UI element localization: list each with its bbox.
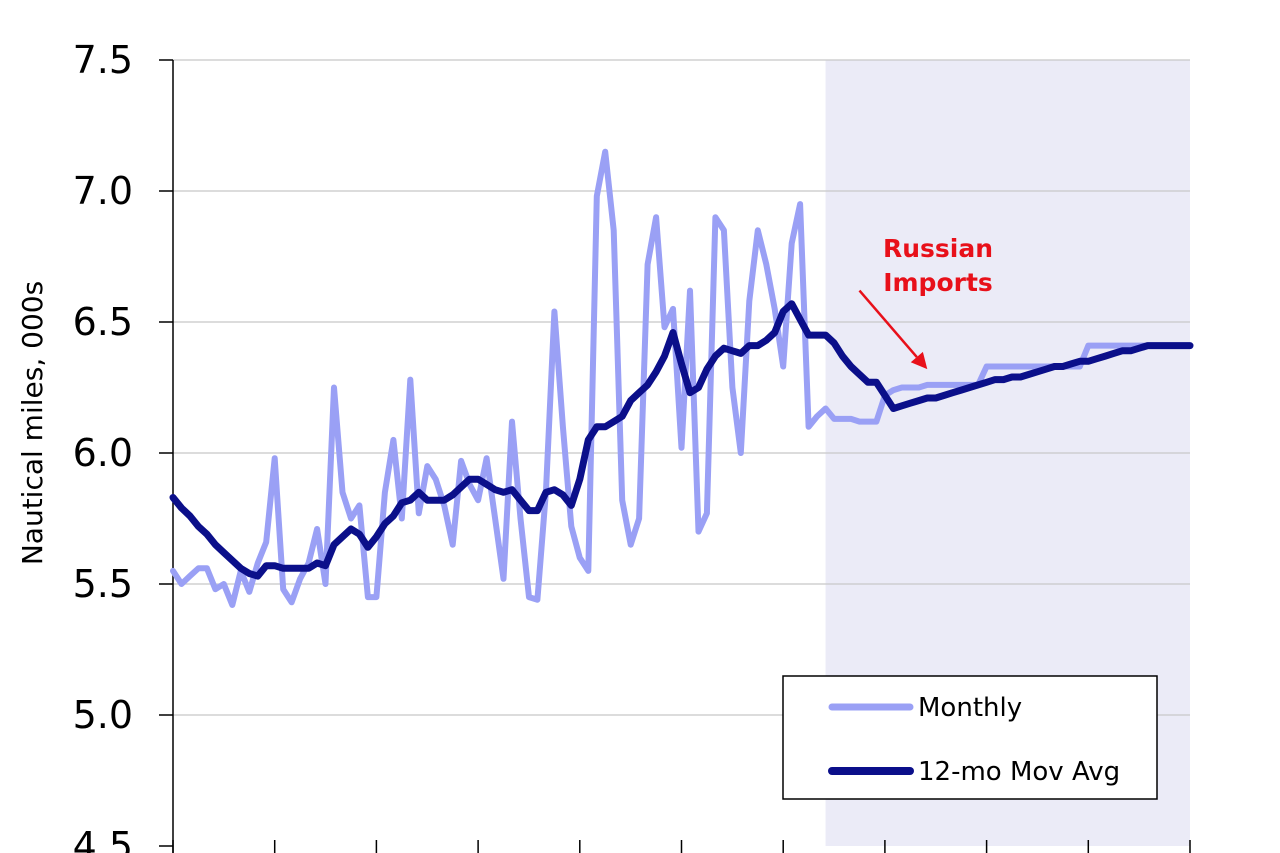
y-tick-labels: 4.5 5.0 5.5 6.0 6.5 7.0 7.5 (73, 38, 133, 853)
legend-label-monthly: Monthly (918, 693, 1022, 723)
y-axis-title: Nautical miles, 000s (16, 281, 49, 565)
annotation: Russian Imports (858, 234, 993, 370)
legend: Monthly 12-mo Mov Avg (782, 675, 1158, 800)
legend-box (782, 675, 1158, 800)
y-tick-label: 4.5 (73, 824, 133, 853)
y-tick-label: 7.0 (73, 169, 133, 213)
series-line-monthly (170, 148, 1193, 608)
series-line-mov-avg (169, 300, 1194, 580)
annotation-line-2: Imports (883, 268, 993, 297)
y-tick-label: 6.5 (73, 300, 133, 344)
y-tick-label: 7.5 (73, 38, 133, 82)
gridlines (159, 59, 1190, 847)
y-tick-label: 5.5 (73, 562, 133, 606)
legend-label-mov-avg: 12-mo Mov Avg (918, 757, 1120, 787)
series-layer (169, 148, 1194, 608)
annotation-arrow-head (910, 351, 928, 370)
annotation-line-1: Russian (883, 234, 993, 263)
annotation-arrow (858, 289, 918, 358)
y-tick-label: 6.0 (73, 431, 133, 475)
y-tick-label: 5.0 (73, 693, 133, 737)
